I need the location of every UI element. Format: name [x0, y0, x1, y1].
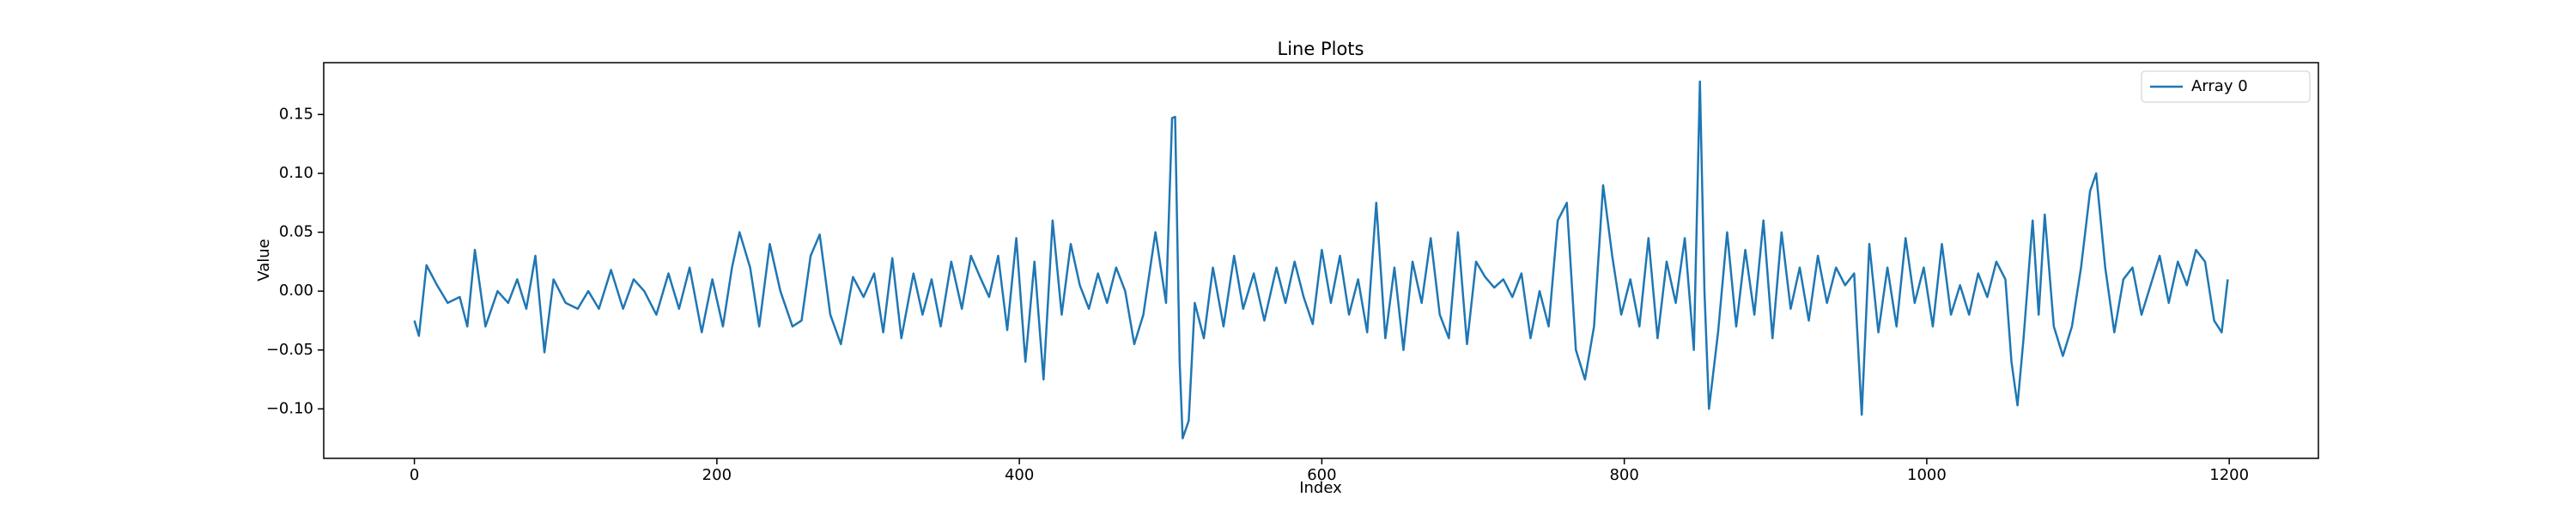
x-tick-label: 0	[410, 466, 419, 484]
plot-frame	[323, 62, 2319, 459]
y-tick-label: 0.15	[279, 105, 313, 123]
x-tick-label: 1200	[2209, 466, 2249, 484]
y-tick-label: 0.10	[279, 164, 313, 182]
legend-box	[2141, 70, 2311, 103]
x-axis-label: Index	[1299, 479, 1342, 497]
y-axis-label: Value	[255, 239, 273, 281]
y-tick-label: −0.10	[266, 399, 313, 417]
legend-label: Array 0	[2191, 77, 2248, 95]
y-tick-label: 0.00	[279, 282, 313, 300]
x-tick-label: 400	[1005, 466, 1034, 484]
line-series	[413, 80, 2229, 439]
chart-title: Line Plots	[1278, 39, 1364, 59]
x-tick-label: 200	[702, 466, 732, 484]
x-tick-label: 800	[1609, 466, 1638, 484]
y-tick-label: −0.05	[266, 341, 313, 359]
y-tick-label: 0.05	[279, 223, 313, 241]
x-tick-label: 1000	[1907, 466, 1947, 484]
x-tick-label: 600	[1307, 466, 1336, 484]
